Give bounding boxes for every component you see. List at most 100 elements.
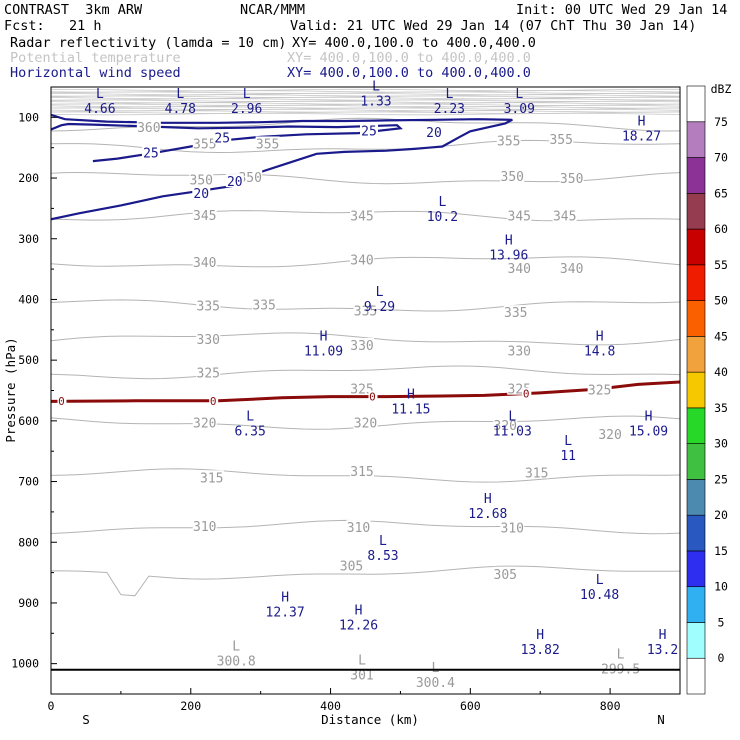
theta-label-bg xyxy=(350,464,375,478)
theta-upper-contour xyxy=(51,112,680,116)
theta-label-bg xyxy=(199,470,224,484)
theta-contour-label: 340 xyxy=(350,253,373,268)
field2-label: Potential temperature xyxy=(10,50,181,66)
reflectivity-contour-label: 0 xyxy=(369,391,376,404)
wind-label-bg xyxy=(359,123,378,137)
theta-label-bg xyxy=(524,465,549,479)
field3-xy: XY= 400.0,100.0 to 400.0,400.0 xyxy=(287,65,531,81)
theta-contour-label: 345 xyxy=(553,210,576,225)
valid-time: Valid: 21 UTC Wed 29 Jan 14 (07 ChT Thu … xyxy=(290,18,697,34)
x-tick-label: 400 xyxy=(320,699,341,713)
y-tick-label: 300 xyxy=(18,232,39,246)
wind-extremum-marker: H xyxy=(320,329,328,344)
colorbar-swatch xyxy=(686,514,706,552)
theta-label-bg xyxy=(507,208,532,222)
theta-contour-label: 315 xyxy=(200,471,223,486)
y-tick-label: 400 xyxy=(18,292,39,306)
theta-contour-label: 345 xyxy=(193,209,216,224)
theta-extremum-value: 300.8 xyxy=(217,655,256,670)
theta-contour-label: 340 xyxy=(560,262,583,277)
theta-label-bg xyxy=(196,331,221,345)
theta-contour-label: 330 xyxy=(350,339,373,354)
colorbar-swatch xyxy=(686,622,706,659)
wind-extremum-value: 9.29 xyxy=(364,300,395,315)
colorbar-swatch xyxy=(686,586,706,623)
theta-label-bg xyxy=(346,520,371,534)
theta-label-bg xyxy=(252,297,277,311)
wind-extremum-value: 6.35 xyxy=(235,424,266,439)
theta-contour-305 xyxy=(51,565,680,597)
wind-extremum-marker: L xyxy=(376,285,384,300)
theta-label-bg xyxy=(238,169,263,183)
theta-contour-label: 320 xyxy=(598,428,621,443)
theta-contour-label: 315 xyxy=(525,466,548,481)
wind-extremum-marker: L xyxy=(438,195,446,210)
wind-label-bg xyxy=(424,124,443,138)
theta-label-bg xyxy=(350,381,375,395)
colorbar-swatch xyxy=(686,228,706,266)
wind-extremum-marker: L xyxy=(246,409,254,424)
colorbar-level-label: 10 xyxy=(714,580,728,594)
wind-contour-20 xyxy=(51,113,513,221)
theta-contour-label: 350 xyxy=(560,172,583,187)
wind-extremum-value: 14.8 xyxy=(584,344,615,359)
wind-extremum-marker: H xyxy=(355,604,363,619)
y-axis-title: Pressure (hPa) xyxy=(3,337,18,442)
wind-extremum-marker: H xyxy=(596,329,604,344)
theta-label-bg xyxy=(493,566,518,580)
theta-contour-label: 310 xyxy=(193,520,216,535)
colorbar-level-label: 35 xyxy=(714,401,728,415)
forecast-hour: Fcst: 21 h xyxy=(4,18,102,34)
theta-contour-label: 350 xyxy=(238,171,261,186)
theta-label-bg xyxy=(350,208,375,222)
wind-extremum-value: 13.82 xyxy=(521,643,560,658)
theta-extremum-marker: L xyxy=(431,661,439,676)
theta-upper-contour xyxy=(51,91,680,94)
wind-extremum-value: 4.78 xyxy=(165,102,196,117)
theta-contour-330 xyxy=(51,332,680,346)
theta-label-bg xyxy=(496,133,521,147)
theta-label-bg xyxy=(339,558,364,572)
wind-extremum-marker: L xyxy=(379,534,387,549)
colorbar-level-label: 25 xyxy=(714,472,728,486)
theta-label-bg xyxy=(559,171,584,185)
theta-label-bg xyxy=(507,343,532,357)
theta-label-bg xyxy=(192,254,217,268)
theta-contour-label: 325 xyxy=(350,383,373,398)
theta-contour-label: 335 xyxy=(504,306,527,321)
colorbar-swatch xyxy=(686,121,706,158)
colorbar-swatch xyxy=(686,479,706,516)
theta-label-bg xyxy=(196,298,221,312)
wind-contour-label: 20 xyxy=(193,187,209,202)
init-time: Init: 00 UTC Wed 29 Jan 14 xyxy=(516,2,728,18)
wind-extremum-value: 2.96 xyxy=(231,102,262,117)
theta-label-bg xyxy=(192,136,217,150)
theta-contour-label: 310 xyxy=(501,522,524,537)
x-tick-label: 800 xyxy=(600,699,621,713)
axes-group: 0 200 400 600 800100200300400500600700800900… xyxy=(3,86,681,727)
colorbar-level-label: 75 xyxy=(714,115,728,129)
colorbar-level-label: 40 xyxy=(714,365,728,379)
theta-label-bg xyxy=(552,208,577,222)
reflectivity-label-bg xyxy=(209,394,219,406)
wind-extremum-value: 4.66 xyxy=(84,102,115,117)
theta-contour-label: 355 xyxy=(497,134,520,149)
theta-contour-label: 305 xyxy=(340,559,363,574)
theta-contour-label: 350 xyxy=(190,173,213,188)
theta-contour-label: 360 xyxy=(137,121,160,136)
colorbar-swatch xyxy=(686,336,706,373)
theta-extremum-value: 300.4 xyxy=(416,676,455,691)
theta-contour-label: 355 xyxy=(549,133,572,148)
wind-extremum-value: 10.2 xyxy=(427,210,458,225)
wind-extremum-marker: H xyxy=(281,590,289,605)
y-tick-label: 700 xyxy=(18,475,39,489)
wind-extremum-value: 8.53 xyxy=(367,549,398,564)
theta-extremum-marker: L xyxy=(232,640,240,655)
colorbar-level-label: 15 xyxy=(714,544,728,558)
theta-contour-label: 355 xyxy=(193,137,216,152)
wind-extremum-marker: L xyxy=(176,87,184,102)
theta-label-bg xyxy=(507,260,532,274)
colorbar-level-label: 0 xyxy=(718,651,725,665)
theta-contour-label: 320 xyxy=(494,419,517,434)
